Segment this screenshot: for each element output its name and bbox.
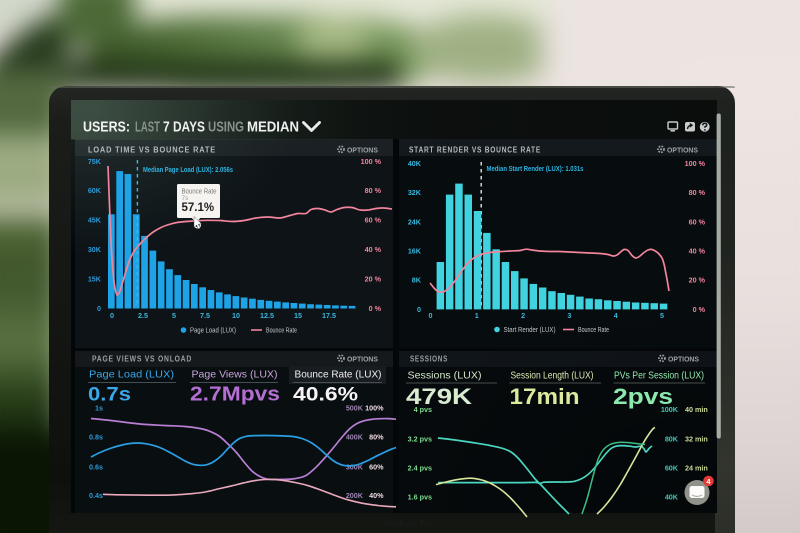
svg-text:80 %: 80 % [689, 188, 706, 197]
svg-text:2: 2 [521, 311, 525, 320]
svg-text:20 %: 20 % [689, 276, 706, 285]
svg-text:300K: 300K [346, 462, 364, 471]
svg-text:LAST: LAST [135, 120, 160, 136]
svg-text:5: 5 [172, 311, 176, 320]
svg-text:12.5: 12.5 [260, 311, 274, 320]
svg-text:OPTIONS: OPTIONS [347, 146, 378, 155]
svg-text:15: 15 [294, 311, 302, 320]
svg-text:Page Load (LUX): Page Load (LUX) [89, 369, 174, 381]
svg-text:100 %: 100 % [685, 159, 706, 168]
svg-text:75K: 75K [88, 157, 102, 166]
svg-text:0.8s: 0.8s [89, 433, 103, 442]
svg-text:40 %: 40 % [365, 245, 382, 254]
svg-text:1: 1 [475, 311, 479, 320]
svg-text:32K: 32K [408, 188, 422, 197]
svg-text:Page Load (LUX): Page Load (LUX) [190, 326, 236, 335]
svg-text:60K: 60K [665, 463, 679, 472]
svg-text:3: 3 [567, 311, 571, 320]
svg-text:15K: 15K [88, 275, 102, 284]
svg-text:7.5: 7.5 [200, 311, 210, 320]
svg-text:OPTIONS: OPTIONS [347, 355, 378, 364]
svg-text:MEDIAN: MEDIAN [247, 120, 299, 136]
svg-text:0 %: 0 % [369, 304, 382, 313]
svg-text:57.1%: 57.1% [182, 202, 215, 214]
svg-text:60K: 60K [88, 186, 102, 195]
svg-text:40K: 40K [408, 159, 422, 168]
svg-text:80%: 80% [369, 433, 384, 442]
svg-text:40 min: 40 min [685, 405, 708, 414]
svg-text:4: 4 [706, 477, 711, 486]
svg-text:1.6 pvs: 1.6 pvs [408, 493, 432, 502]
svg-text:OPTIONS: OPTIONS [668, 355, 699, 364]
svg-text:0.7s: 0.7s [88, 385, 131, 406]
svg-text:479K: 479K [406, 384, 473, 409]
svg-text:100%: 100% [365, 404, 384, 413]
svg-text:40K: 40K [665, 493, 679, 502]
svg-text:2pvs: 2pvs [613, 384, 673, 409]
svg-text:24 min: 24 min [685, 463, 708, 472]
svg-text:17.5: 17.5 [322, 311, 336, 320]
svg-text:4 pvs: 4 pvs [414, 405, 432, 414]
svg-text:Median Start Render (LUX): 1.0: Median Start Render (LUX): 1.031s [487, 166, 584, 173]
svg-text:Bounce Rate: Bounce Rate [266, 326, 297, 335]
svg-text:Session Length (LUX): Session Length (LUX) [511, 370, 594, 382]
svg-text:0: 0 [110, 311, 114, 320]
svg-text:2.7Mpvs: 2.7Mpvs [190, 384, 280, 406]
svg-text:7s: 7s [182, 195, 190, 202]
svg-text:3.2 pvs: 3.2 pvs [408, 434, 432, 443]
svg-text:40%: 40% [369, 491, 384, 500]
svg-text:PAGE VIEWS VS ONLOAD: PAGE VIEWS VS ONLOAD [92, 355, 192, 364]
svg-text:Bounce Rate: Bounce Rate [578, 325, 609, 334]
svg-text:2.5: 2.5 [138, 311, 148, 320]
svg-text:Bounce Rate: Bounce Rate [182, 187, 217, 196]
svg-text:START RENDER VS BOUNCE RATE: START RENDER VS BOUNCE RATE [409, 146, 541, 155]
svg-text:7 DAYS: 7 DAYS [163, 120, 205, 136]
svg-text:Sessions (LUX): Sessions (LUX) [408, 370, 482, 382]
svg-text:Start Render (LUX): Start Render (LUX) [504, 325, 556, 334]
svg-text:45K: 45K [88, 216, 102, 225]
svg-text:8K: 8K [412, 276, 422, 285]
svg-text:0: 0 [417, 305, 421, 314]
svg-text:Page Views (LUX): Page Views (LUX) [192, 369, 278, 381]
svg-text:2.4 pvs: 2.4 pvs [408, 463, 432, 472]
svg-text:60%: 60% [369, 462, 384, 471]
svg-text:80K: 80K [665, 434, 679, 443]
svg-text:24K: 24K [408, 217, 422, 226]
svg-text:60 %: 60 % [689, 217, 706, 226]
svg-text:100 %: 100 % [361, 157, 382, 166]
svg-text:0.4s: 0.4s [89, 491, 103, 500]
svg-text:0: 0 [429, 311, 433, 320]
svg-text:PVs Per Session (LUX): PVs Per Session (LUX) [614, 370, 704, 382]
svg-text:17min: 17min [510, 384, 580, 409]
svg-text:16K: 16K [408, 247, 422, 256]
svg-text:SESSIONS: SESSIONS [410, 355, 448, 364]
svg-text:80 %: 80 % [365, 186, 382, 195]
svg-text:60 %: 60 % [365, 216, 382, 225]
svg-text:Median Page Load (LUX): 2.056s: Median Page Load (LUX): 2.056s [143, 167, 233, 174]
svg-text:20 %: 20 % [365, 275, 382, 284]
svg-text:10: 10 [232, 311, 240, 320]
svg-text:USING: USING [208, 120, 244, 136]
svg-text:USERS:: USERS: [83, 120, 130, 136]
svg-text:0.6s: 0.6s [89, 462, 103, 471]
svg-text:30K: 30K [88, 245, 102, 254]
svg-text:100K: 100K [661, 405, 679, 414]
svg-text:LOAD TIME VS BOUNCE RATE: LOAD TIME VS BOUNCE RATE [88, 146, 216, 155]
svg-text:400K: 400K [346, 433, 364, 442]
svg-text:0: 0 [97, 304, 101, 313]
svg-text:4: 4 [614, 311, 618, 320]
svg-text:32 min: 32 min [685, 434, 708, 443]
svg-text:5: 5 [660, 311, 664, 320]
svg-text:1s: 1s [95, 404, 103, 413]
svg-text:40 %: 40 % [689, 247, 706, 256]
svg-text:40.6%: 40.6% [293, 384, 358, 406]
svg-text:0 %: 0 % [693, 305, 706, 314]
svg-text:200K: 200K [346, 491, 364, 500]
svg-text:500K: 500K [346, 404, 364, 413]
svg-text:OPTIONS: OPTIONS [667, 146, 698, 155]
svg-text:Bounce Rate (LUX): Bounce Rate (LUX) [295, 369, 382, 381]
